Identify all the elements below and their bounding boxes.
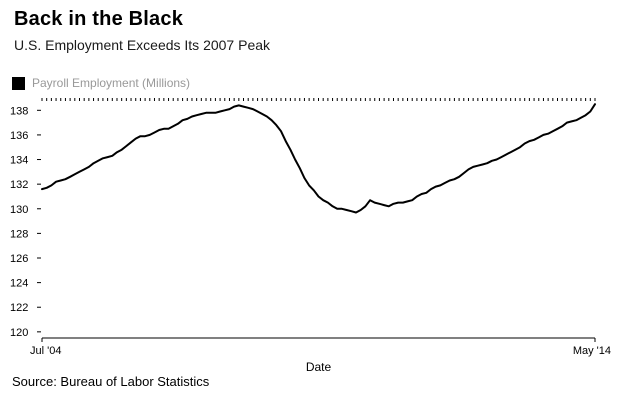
employment-line-chart: 120 122 124 126 128 130 132 134 136 138 Jul '04 May… <box>10 98 611 374</box>
chart-subtitle: U.S. Employment Exceeds Its 2007 Peak <box>14 37 271 53</box>
y-tick-label: 126 <box>10 253 28 265</box>
x-axis: Jul '04 May '14 Date <box>30 337 611 374</box>
x-start-label: Jul '04 <box>30 345 61 357</box>
x-end-label: May '14 <box>573 345 611 357</box>
y-tick-label: 136 <box>10 130 28 142</box>
source-note: Source: Bureau of Labor Statistics <box>12 374 210 389</box>
y-axis: 120 122 124 126 128 130 132 134 136 138 <box>10 105 41 339</box>
y-tick-label: 128 <box>10 228 28 240</box>
legend-swatch-icon <box>12 76 25 90</box>
top-axis-ticks <box>41 98 596 101</box>
chart-title: Back in the Black <box>14 8 184 30</box>
x-axis-title: Date <box>306 360 332 374</box>
y-tick-label: 138 <box>10 105 28 117</box>
y-tick-label: 124 <box>10 278 28 290</box>
payroll-employment-line <box>41 103 596 214</box>
y-tick-label: 120 <box>10 327 28 339</box>
legend-label: Payroll Employment (Millions) <box>32 76 191 90</box>
legend: Payroll Employment (Millions) <box>12 76 190 90</box>
y-tick-label: 122 <box>10 302 28 314</box>
y-tick-label: 130 <box>10 204 28 216</box>
y-tick-label: 132 <box>10 179 28 191</box>
y-tick-label: 134 <box>10 155 28 167</box>
